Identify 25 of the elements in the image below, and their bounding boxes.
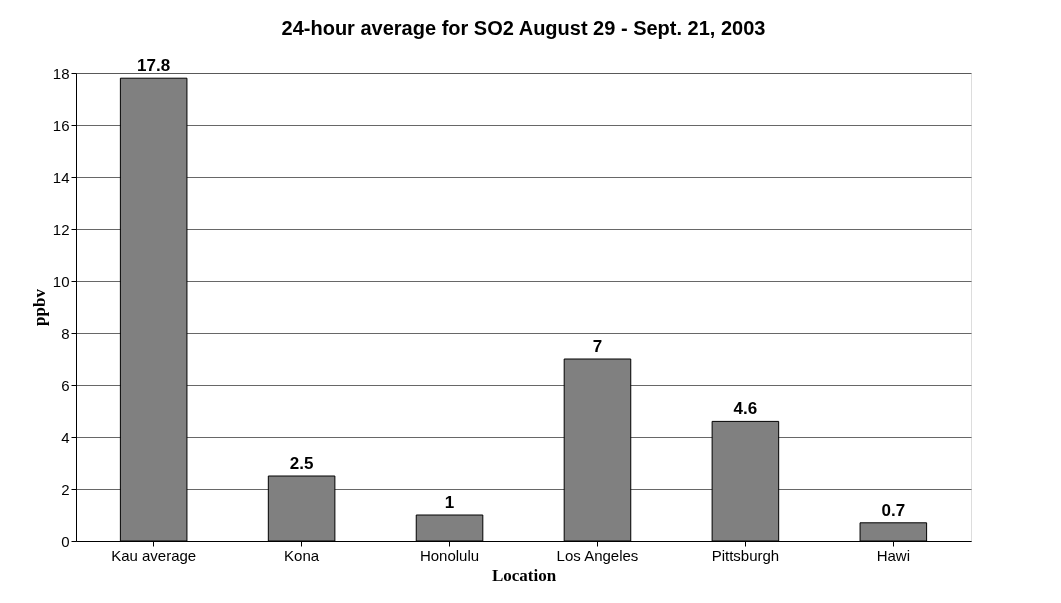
data-label: 1 (444, 493, 455, 512)
data-label: 4.6 (733, 399, 758, 419)
y-axis-title: ppbv (29, 288, 49, 326)
x-tick-label: Kona (284, 546, 320, 564)
data-label: 7 (592, 337, 603, 356)
y-tick-label: 12 (52, 220, 70, 238)
y-tick-label: 8 (61, 324, 70, 342)
data-label: 17.8 (137, 56, 171, 76)
y-tick-label: 16 (52, 116, 70, 134)
y-tick-label: 4 (61, 428, 70, 446)
y-tick-label: 14 (52, 168, 70, 186)
x-tick-label: Pittsburgh (711, 546, 780, 564)
y-tick-label: 0 (61, 532, 70, 550)
x-tick-label: Hawi (876, 546, 911, 564)
y-tick-label: 6 (61, 376, 70, 394)
y-tick-label: 2 (61, 480, 70, 498)
x-tick-label: Honolulu (419, 546, 480, 564)
x-tick-label: Kau average (111, 546, 197, 564)
y-tick-label: 18 (52, 64, 70, 82)
x-tick-label: Los Angeles (556, 546, 639, 564)
y-tick-label: 10 (52, 272, 70, 290)
data-label: 2.5 (289, 454, 314, 473)
data-label: 0.7 (881, 500, 906, 520)
chart-title: 24-hour average for SO2 August 29 - Sept. 21, 2003 (281, 17, 766, 40)
x-axis-title: Location (491, 565, 557, 585)
